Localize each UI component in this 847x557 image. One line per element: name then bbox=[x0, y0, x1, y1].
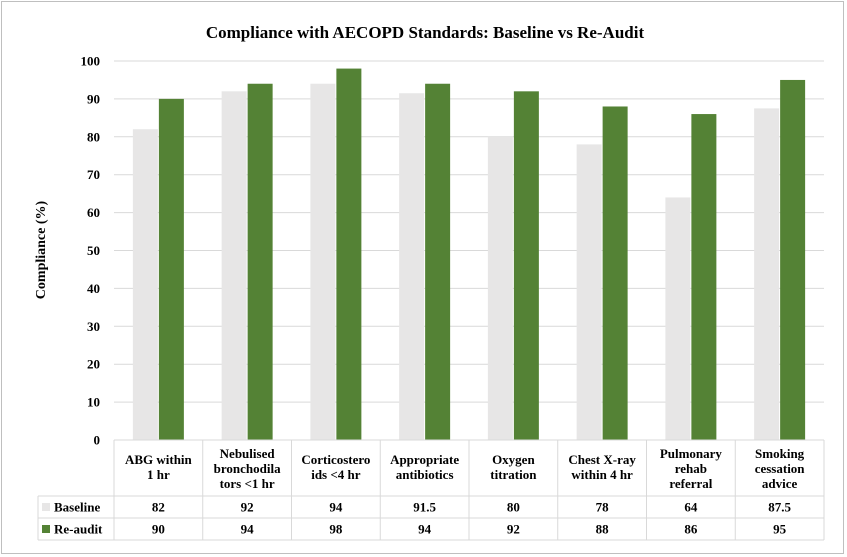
bar-re-audit bbox=[247, 83, 273, 441]
category-label: Pulmonary rehab referral bbox=[660, 446, 723, 491]
y-tick-label: 90 bbox=[87, 91, 100, 106]
legend-label-re-audit: Re-audit bbox=[54, 522, 103, 537]
bar-baseline bbox=[399, 93, 425, 440]
data-label-re-audit: 94 bbox=[241, 522, 255, 537]
data-label-baseline: 80 bbox=[507, 500, 520, 515]
data-label-re-audit: 88 bbox=[596, 522, 610, 537]
y-tick-label: 70 bbox=[87, 167, 100, 182]
bar-re-audit bbox=[425, 83, 451, 441]
bar-baseline bbox=[310, 83, 336, 441]
data-label-baseline: 87.5 bbox=[768, 500, 791, 515]
bar-re-audit bbox=[602, 106, 628, 440]
category-label: Nebulised bronchodila tors <1 hr bbox=[214, 446, 281, 491]
y-tick-label: 40 bbox=[87, 281, 100, 296]
bar-re-audit bbox=[158, 98, 184, 441]
bar-baseline bbox=[221, 91, 247, 440]
data-label-baseline: 78 bbox=[596, 500, 610, 515]
legend-key-re-audit bbox=[42, 525, 50, 533]
y-axis-ticks: 0 10 20 30 40 50 60 70 80 90 100 bbox=[81, 54, 101, 448]
data-label-re-audit: 98 bbox=[329, 522, 343, 537]
y-tick-label: 60 bbox=[87, 205, 100, 220]
y-tick-label: 10 bbox=[87, 395, 100, 410]
bar-re-audit bbox=[780, 79, 806, 440]
data-label-baseline: 82 bbox=[152, 500, 165, 515]
legend-label-baseline: Baseline bbox=[54, 500, 100, 515]
bar-baseline bbox=[754, 108, 780, 440]
category-label: ABG within 1 hr bbox=[125, 452, 193, 482]
y-axis-label: Compliance (%) bbox=[34, 200, 49, 299]
bar-re-audit bbox=[691, 114, 717, 440]
bar-re-audit bbox=[513, 91, 539, 440]
data-table: ABG within 1 hr Nebulised bronchodila tors <… bbox=[37, 439, 825, 541]
bar-baseline bbox=[132, 129, 158, 440]
y-tick-label: 50 bbox=[87, 243, 100, 258]
data-label-re-audit: 95 bbox=[773, 522, 787, 537]
data-label-baseline: 94 bbox=[329, 500, 343, 515]
data-label-re-audit: 86 bbox=[684, 522, 698, 537]
data-label-re-audit: 92 bbox=[507, 522, 520, 537]
bar-baseline bbox=[487, 136, 513, 441]
bar-re-audit bbox=[336, 68, 362, 440]
legend-key-baseline bbox=[42, 503, 50, 511]
category-label: Corticostero ids <4 hr bbox=[301, 452, 370, 482]
gridlines bbox=[114, 60, 824, 403]
chart-title: Compliance with AECOPD Standards: Baseli… bbox=[206, 23, 645, 42]
y-tick-label: 20 bbox=[87, 357, 100, 372]
y-tick-label: 100 bbox=[81, 54, 101, 69]
data-label-re-audit: 90 bbox=[152, 522, 165, 537]
y-tick-label: 80 bbox=[87, 129, 100, 144]
y-tick-label: 30 bbox=[87, 319, 100, 334]
y-tick-label: 0 bbox=[94, 433, 101, 448]
category-label: Appropriate antibiotics bbox=[390, 452, 459, 482]
bars bbox=[132, 68, 806, 441]
data-label-baseline: 91.5 bbox=[413, 500, 436, 515]
category-label: Oxygen titration bbox=[490, 452, 537, 482]
category-label: Chest X-ray within 4 hr bbox=[568, 452, 636, 482]
data-label-baseline: 64 bbox=[684, 500, 698, 515]
bar-baseline bbox=[665, 197, 691, 440]
data-label-baseline: 92 bbox=[241, 500, 254, 515]
bar-baseline bbox=[576, 144, 602, 440]
category-label: Smoking cessation advice bbox=[755, 446, 806, 491]
data-label-re-audit: 94 bbox=[418, 522, 432, 537]
